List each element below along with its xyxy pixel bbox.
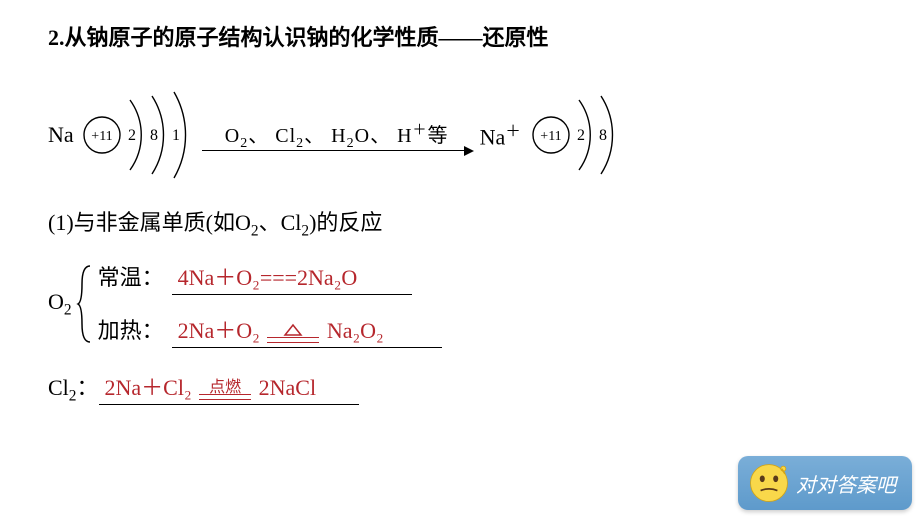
reagents-text: O2、 Cl2、 H2O、 H＋等 — [225, 119, 449, 152]
arrow-line — [202, 150, 472, 151]
heat-condition — [267, 323, 319, 343]
heat-equation: 加热： 2Na＋O₂ Na₂O₂ — [98, 313, 442, 348]
section-title: 2.从钠原子的原子结构认识钠的化学性质——还原性 — [48, 20, 549, 52]
na-atom-svg: +11 2 8 1 — [78, 90, 198, 180]
svg-text:1: 1 — [172, 127, 180, 144]
svg-text:8: 8 — [599, 127, 607, 144]
thinking-face-icon — [748, 462, 790, 504]
svg-text:8: 8 — [150, 127, 158, 144]
check-answer-label: 对对答案吧 — [796, 469, 896, 498]
o2-reactions: O2 常温： 4Na＋O₂===2Na₂O 加热： 2Na＋O₂ Na₂O₂ — [48, 260, 442, 348]
room-temp-equation: 常温： 4Na＋O₂===2Na₂O — [98, 260, 442, 295]
na-ion-svg: +11 2 8 — [527, 90, 627, 180]
ignite-condition: 点燃 — [199, 380, 251, 400]
svg-text:+11: +11 — [540, 129, 561, 144]
left-brace-icon — [76, 264, 94, 344]
svg-text:2: 2 — [577, 127, 585, 144]
o2-label: O2 — [48, 289, 72, 319]
check-answer-button[interactable]: 对对答案吧 — [738, 456, 912, 510]
na-ion-label: Na＋ — [480, 119, 521, 150]
svg-text:2: 2 — [128, 127, 136, 144]
cl2-label: Cl2： — [48, 370, 99, 405]
subsection-1: (1)与非金属单质(如O2、Cl2)的反应 — [48, 205, 382, 240]
na-label: Na — [48, 122, 74, 148]
reaction-arrow: O2、 Cl2、 H2O、 H＋等 — [202, 119, 472, 151]
svg-text:+11: +11 — [91, 129, 112, 144]
atom-diagram-row: Na +11 2 8 1 O2、 Cl2、 H2O、 H＋等 Na＋ +11 2 — [48, 90, 627, 180]
cl2-reaction: Cl2： 2Na＋Cl₂ 点燃 2NaCl — [48, 370, 359, 405]
